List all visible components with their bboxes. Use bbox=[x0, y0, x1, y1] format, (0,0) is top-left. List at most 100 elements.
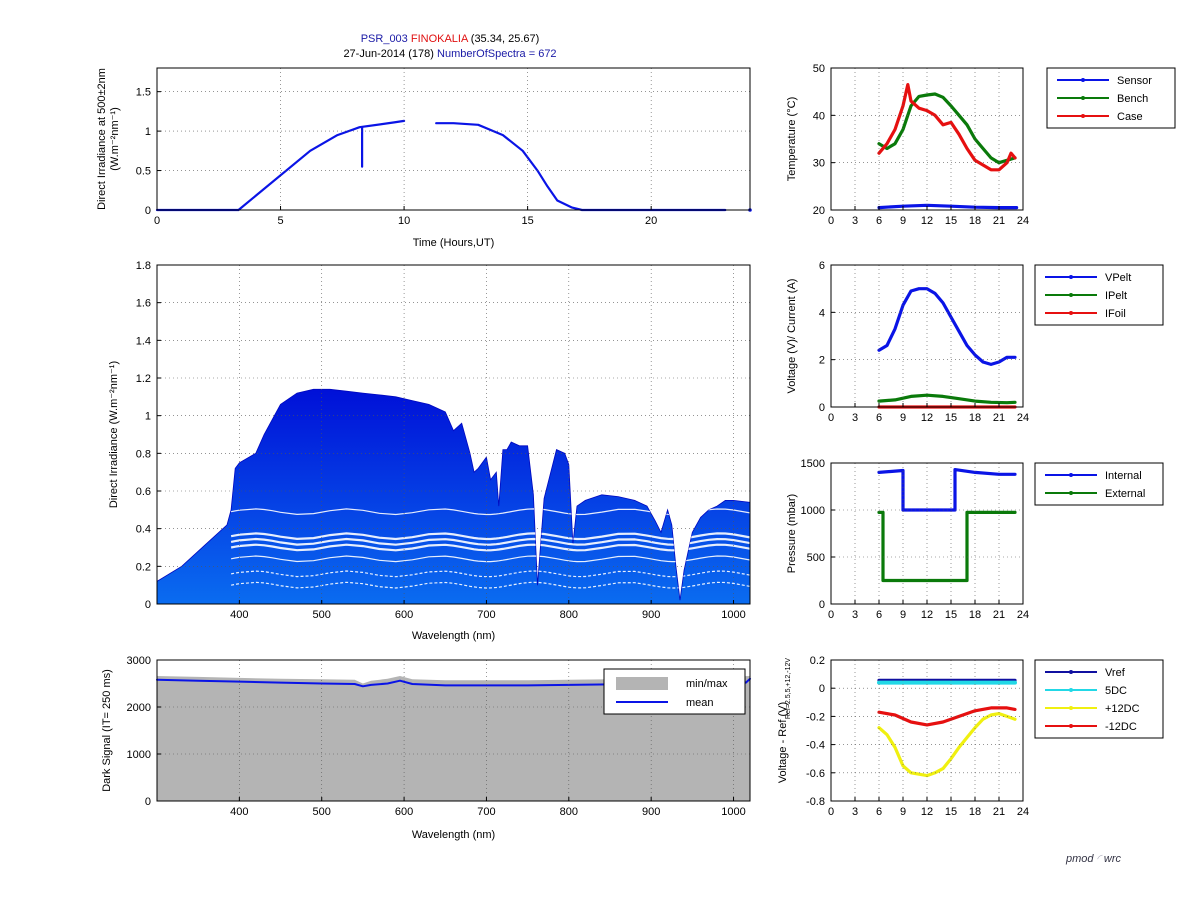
legend-marker bbox=[1081, 96, 1085, 100]
x-tick-label: 9 bbox=[900, 806, 906, 818]
legend-marker bbox=[1069, 473, 1073, 477]
x-tick-label: 6 bbox=[876, 609, 882, 621]
axes-frame bbox=[830, 462, 1024, 605]
legend-label: IPelt bbox=[1105, 290, 1127, 302]
logo-right: wrc bbox=[1103, 853, 1122, 865]
x-tick-label: 0 bbox=[828, 609, 834, 621]
x-tick-label: 6 bbox=[876, 806, 882, 818]
x-tick-label: 18 bbox=[969, 806, 981, 818]
y-tick-label: -0.8 bbox=[806, 796, 825, 808]
legend-volt: VPelt IPelt IFoil bbox=[1034, 264, 1164, 326]
y-tick-label: 0.6 bbox=[136, 486, 151, 498]
legend-marker bbox=[1069, 275, 1073, 279]
legend-ref: Vref 5DC +12DC -12DC bbox=[1034, 659, 1164, 739]
legend-marker bbox=[1081, 114, 1085, 118]
x-tick-label: 500 bbox=[313, 609, 331, 621]
chart-ref: 0 3 6 9 12 15 18 21 24 -0.8 -0.6 -0.4 -0.2 0 0.2 Voltag… bbox=[777, 655, 1029, 818]
y-tick-label: 4 bbox=[819, 307, 825, 319]
y-tick-label: 1.2 bbox=[136, 373, 151, 385]
y-axis-label-subscript: Ref=2.5,5,+12,-12V bbox=[785, 658, 792, 719]
legend-marker bbox=[1081, 78, 1085, 82]
x-axis-label: Wavelength (nm) bbox=[412, 829, 495, 841]
x-tick-label: 15 bbox=[945, 609, 957, 621]
figure-title-line1: PSR_003 FINOKALIA (35.34, 25.67) bbox=[0, 33, 900, 45]
y-tick-label: 1500 bbox=[801, 458, 825, 470]
x-tick-label: 500 bbox=[313, 806, 331, 818]
site-coords: (35.34, 25.67) bbox=[470, 33, 540, 45]
y-axis-label-unit: (W.m⁻²nm⁻¹) bbox=[109, 107, 121, 171]
y-tick-label: 0 bbox=[819, 402, 825, 414]
logo-left: pmod bbox=[1066, 853, 1094, 865]
axes-frame bbox=[830, 659, 1024, 802]
x-tick-label: 600 bbox=[395, 609, 413, 621]
x-tick-label: 0 bbox=[154, 215, 160, 227]
spectrum-gap bbox=[230, 581, 750, 589]
x-tick-label: 900 bbox=[642, 806, 660, 818]
x-tick-label: 20 bbox=[645, 215, 657, 227]
chart-irr500: 0 5 10 15 20 0 0.5 1 1.5 Direct Irradiance at 500… bbox=[96, 67, 752, 249]
measurement-date: 27-Jun-2014 (178) bbox=[343, 48, 434, 60]
x-tick-label: 3 bbox=[852, 215, 858, 227]
y-tick-label: 1000 bbox=[127, 749, 151, 761]
legend-label: Case bbox=[1117, 111, 1143, 123]
y-tick-label: 30 bbox=[813, 158, 825, 170]
legend-box bbox=[1046, 67, 1176, 129]
y-tick-label: 0 bbox=[819, 599, 825, 611]
x-tick-label: 0 bbox=[828, 215, 834, 227]
y-tick-label: 1000 bbox=[801, 505, 825, 517]
x-tick-label: 12 bbox=[921, 215, 933, 227]
spectrum-gap bbox=[230, 570, 750, 578]
x-tick-label: 400 bbox=[230, 806, 248, 818]
x-tick-label: 3 bbox=[852, 806, 858, 818]
x-tick-label: 10 bbox=[398, 215, 410, 227]
x-tick-label: 1000 bbox=[721, 609, 745, 621]
y-axis-label: Direct Irradiance (W.m⁻²nm⁻¹) bbox=[108, 361, 120, 508]
y-tick-label: 0.2 bbox=[136, 561, 151, 573]
legend-label: IFoil bbox=[1105, 308, 1126, 320]
x-tick-label: 6 bbox=[876, 215, 882, 227]
legend-label: +12DC bbox=[1105, 703, 1140, 715]
legend-box bbox=[1034, 462, 1164, 506]
y-tick-label: 2000 bbox=[127, 702, 151, 714]
series-bench bbox=[877, 92, 1017, 165]
x-tick-label: 3 bbox=[852, 412, 858, 424]
legend-marker bbox=[1069, 293, 1073, 297]
x-tick-label: 9 bbox=[900, 412, 906, 424]
site-name: FINOKALIA bbox=[410, 33, 468, 45]
x-tick-label: 24 bbox=[1017, 806, 1029, 818]
y-tick-label: 1 bbox=[145, 126, 151, 138]
legend-box bbox=[603, 668, 746, 715]
x-axis-label: Wavelength (nm) bbox=[412, 630, 495, 642]
y-axis-label: Temperature (°C) bbox=[786, 97, 798, 181]
legend-marker bbox=[1069, 688, 1073, 692]
spectra-count: NumberOfSpectra = 672 bbox=[437, 48, 557, 60]
legend-label: External bbox=[1105, 488, 1145, 500]
legend-label: VPelt bbox=[1105, 272, 1131, 284]
y-axis-label: Voltage (V)/ Current (A) bbox=[786, 279, 798, 394]
spectrum-gap bbox=[230, 543, 750, 552]
plot-area bbox=[831, 68, 1023, 210]
x-tick-label: 24 bbox=[1017, 609, 1029, 621]
series-case bbox=[877, 82, 1017, 172]
y-tick-label: -0.4 bbox=[806, 740, 825, 752]
y-axis-label: Dark Signal (IT= 250 ms) bbox=[101, 669, 113, 792]
y-tick-label: 40 bbox=[813, 110, 825, 122]
x-tick-label: 700 bbox=[477, 609, 495, 621]
instrument-name: PSR_003 bbox=[360, 33, 408, 45]
x-tick-label: 18 bbox=[969, 609, 981, 621]
x-tick-label: 12 bbox=[921, 412, 933, 424]
legend-label: -12DC bbox=[1105, 721, 1137, 733]
spectrum-gap bbox=[230, 555, 750, 563]
y-tick-label: 6 bbox=[819, 260, 825, 272]
series--12dc bbox=[877, 711, 1017, 778]
x-tick-label: 0 bbox=[828, 412, 834, 424]
y-axis-label: Pressure (mbar) bbox=[786, 494, 798, 573]
y-tick-label: 50 bbox=[813, 63, 825, 75]
x-tick-label: 6 bbox=[876, 412, 882, 424]
x-tick-label: 18 bbox=[969, 215, 981, 227]
series--12dc bbox=[877, 706, 1017, 727]
y-axis-label: Voltage - Ref (V) bbox=[777, 702, 789, 783]
y-tick-label: 20 bbox=[813, 205, 825, 217]
x-tick-label: 15 bbox=[945, 412, 957, 424]
